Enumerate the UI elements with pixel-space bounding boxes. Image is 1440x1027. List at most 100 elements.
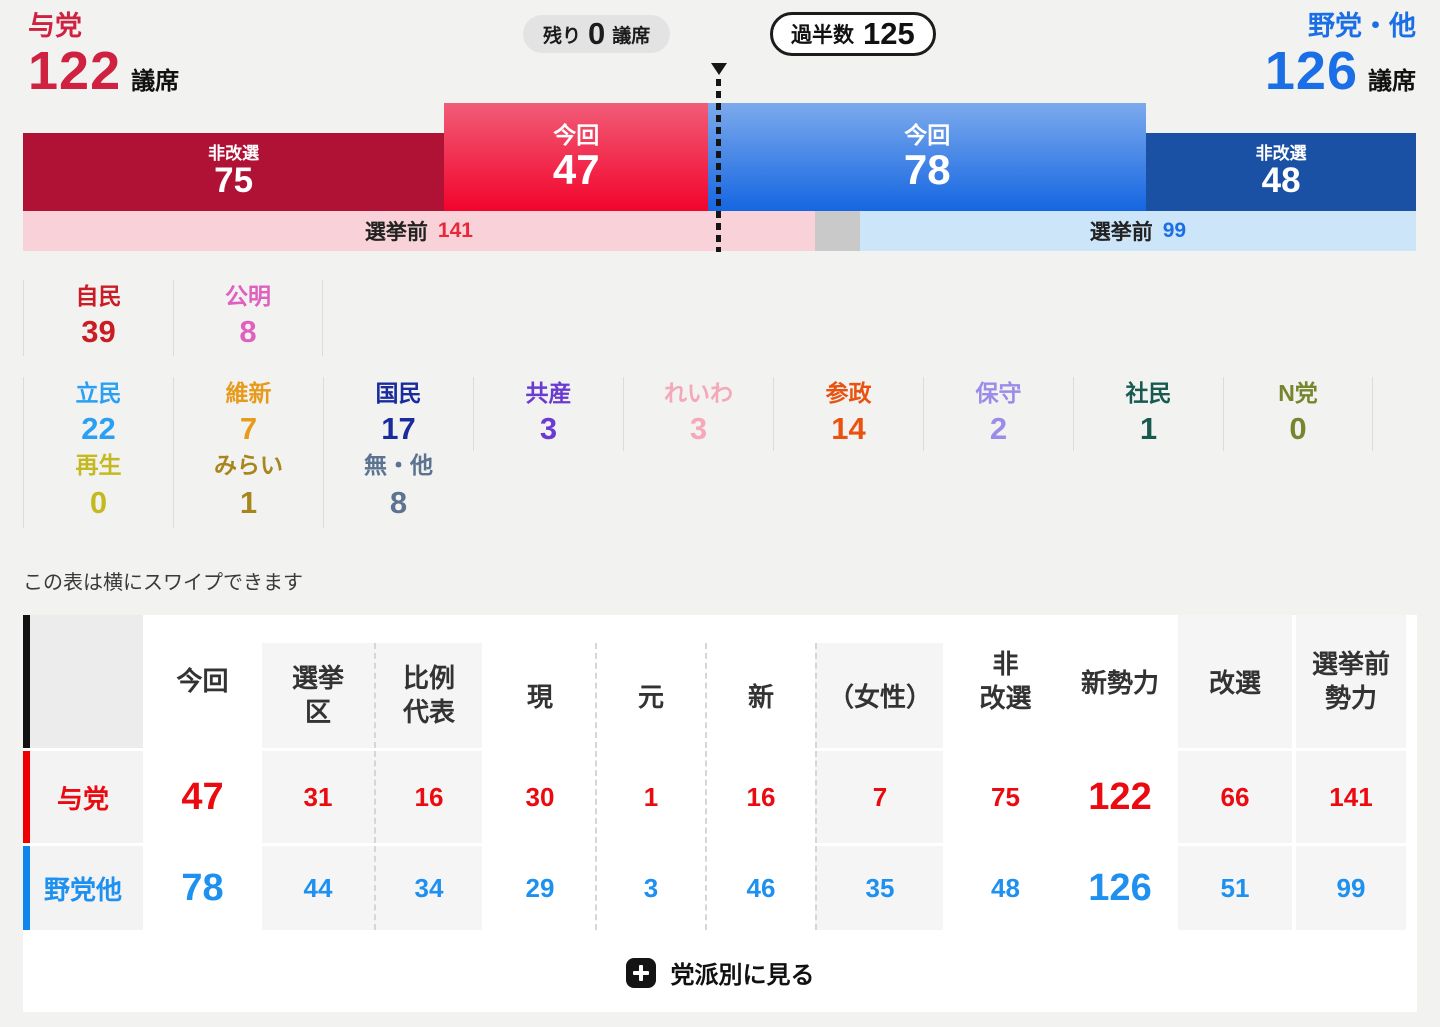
pre-election-label: 選挙前: [1089, 221, 1153, 244]
segment-label: 非改選: [208, 143, 260, 163]
party-seats: 14: [831, 411, 866, 447]
col-header-konkai: 今回: [146, 615, 259, 748]
remaining-suffix: 議席: [612, 25, 651, 47]
segment-value: 75: [214, 161, 254, 201]
party-seats: 0: [1289, 411, 1307, 447]
party-seats: 3: [689, 411, 708, 447]
ruling-seat-count: 122 議席: [28, 44, 179, 98]
table-cell: 48: [949, 846, 1062, 930]
opposition-seat-count: 126 議席: [1265, 44, 1416, 98]
pre-election-ruling: 選挙前 141: [23, 211, 815, 251]
table-cell: 34: [374, 846, 482, 930]
party-seats: 22: [81, 411, 116, 447]
table-cell: 3: [595, 846, 705, 930]
row-label: 野党他: [43, 874, 122, 905]
table-cell: 29: [485, 846, 595, 930]
results-table[interactable]: 今回 選挙 区 比例 代表 現 元 新 （女性） 非 改選 新勢力 改選 選挙前…: [23, 615, 1417, 1012]
bar-segment-ruling-current: 今回 47: [444, 103, 709, 211]
opposition-summary: 野党・他 126 議席: [1265, 10, 1416, 98]
party-seats: 0: [89, 484, 108, 520]
opposition-seat-unit: 議席: [1368, 68, 1416, 96]
ruling-seat-unit: 議席: [131, 68, 180, 96]
row-label-cell: 野党他: [23, 846, 143, 930]
table-cell: 46: [705, 846, 815, 930]
party-cell-kokumin: 国民 17 無・他 8: [323, 377, 473, 528]
header-edge-bar: [23, 615, 30, 748]
table-corner-cell: [23, 615, 143, 748]
pre-election-bar: 選挙前 141 選挙前 99: [23, 211, 1416, 251]
party-name: 維新: [225, 380, 272, 406]
table-cell: 16: [374, 751, 482, 843]
party-seats: 2: [989, 411, 1008, 447]
majority-pill: 過半数 125: [770, 12, 936, 56]
majority-label: 過半数: [791, 24, 854, 47]
party-seats: 3: [539, 411, 558, 447]
party-name: 保守: [975, 380, 1022, 406]
party-cell-rikken: 立民 22 再生 0: [23, 377, 173, 528]
segment-label: 今回: [553, 121, 600, 148]
row-label-cell: 与党: [23, 751, 143, 843]
bar-segment-opposition-current: 今回 78: [708, 103, 1147, 211]
swipe-hint-text: この表は横にスワイプできます: [23, 572, 303, 594]
row-edge-bar: [23, 846, 30, 930]
view-by-party-label: 党派別に見る: [670, 962, 815, 989]
party-seats: 17: [381, 411, 416, 447]
table-header-row: 今回 選挙 区 比例 代表 現 元 新 （女性） 非 改選 新勢力 改選 選挙前…: [23, 615, 1417, 748]
table-cell: 78: [146, 846, 259, 930]
seat-bar: 非改選 75 今回 47 今回 78 非改選 48: [23, 103, 1416, 211]
party-results-row2: 立民 22 再生 0 維新 7 みらい 1 国民 17 無・他 8 共産 3 れ…: [23, 377, 1373, 528]
party-cell-kyosan: 共産 3: [473, 377, 623, 451]
party-cell-sansei: 参政 14: [773, 377, 923, 451]
party-name: 国民: [375, 380, 422, 406]
col-header-shinseiryoku: 新勢力: [1066, 615, 1174, 748]
segment-value: 47: [552, 146, 600, 194]
segment-label: 非改選: [1255, 143, 1307, 163]
pre-election-label: 選挙前: [364, 221, 428, 244]
table-cell: 99: [1296, 846, 1406, 930]
party-cell-shamin: 社民 1: [1073, 377, 1223, 451]
pre-election-value: 99: [1162, 219, 1187, 242]
party-name: 公明: [225, 283, 271, 309]
party-seats: 1: [239, 484, 258, 520]
table-cell: 16: [705, 751, 815, 843]
table-cell: 7: [815, 751, 943, 843]
party-cell-ishin: 維新 7 みらい 1: [173, 377, 323, 528]
row-label: 与党: [56, 783, 109, 814]
table-footer: 党派別に見る: [23, 933, 1417, 1012]
ruling-label: 与党: [28, 11, 82, 41]
view-by-party-button[interactable]: 党派別に見る: [625, 955, 815, 990]
party-cell-reiwa: れいわ 3: [623, 377, 773, 451]
party-cell-nto: N党 0: [1223, 377, 1373, 451]
party-name: 共産: [525, 380, 572, 406]
pre-election-opposition: 選挙前 99: [859, 211, 1416, 251]
col-header-gen: 現: [485, 643, 595, 748]
party-seats: 8: [239, 314, 257, 350]
table-cell: 141: [1296, 751, 1406, 843]
col-header-senkyoku: 選挙 区: [262, 643, 374, 748]
remaining-prefix: 残り: [543, 25, 582, 47]
party-results-row1: 自民 39 公明 8: [23, 280, 323, 356]
table-cell: 75: [949, 751, 1062, 843]
row-edge-bar: [23, 751, 30, 843]
party-name: 無・他: [364, 452, 433, 479]
party-seats: 39: [81, 314, 116, 350]
table-cell: 51: [1178, 846, 1292, 930]
remaining-seats-pill: 残り 0 議席: [523, 15, 671, 53]
table-cell: 30: [485, 751, 595, 843]
table-cell: 66: [1178, 751, 1292, 843]
party-cell-komei: 公明 8: [173, 280, 323, 356]
ruling-coalition-summary: 与党 122 議席: [28, 10, 179, 98]
party-seats: 8: [389, 484, 408, 520]
table-cell: 126: [1066, 846, 1174, 930]
party-seats: 7: [239, 411, 258, 447]
ruling-seat-number: 122: [28, 41, 122, 102]
segment-value: 78: [903, 146, 951, 194]
opposition-label: 野党・他: [1308, 11, 1416, 41]
party-name: 立民: [75, 380, 122, 406]
col-header-hirei: 比例 代表: [374, 643, 482, 748]
party-name: みらい: [214, 452, 283, 479]
col-header-hikaisen: 非 改選: [949, 615, 1062, 748]
opposition-seat-number: 126: [1264, 41, 1358, 102]
party-cell-hoshu: 保守 2: [923, 377, 1073, 451]
